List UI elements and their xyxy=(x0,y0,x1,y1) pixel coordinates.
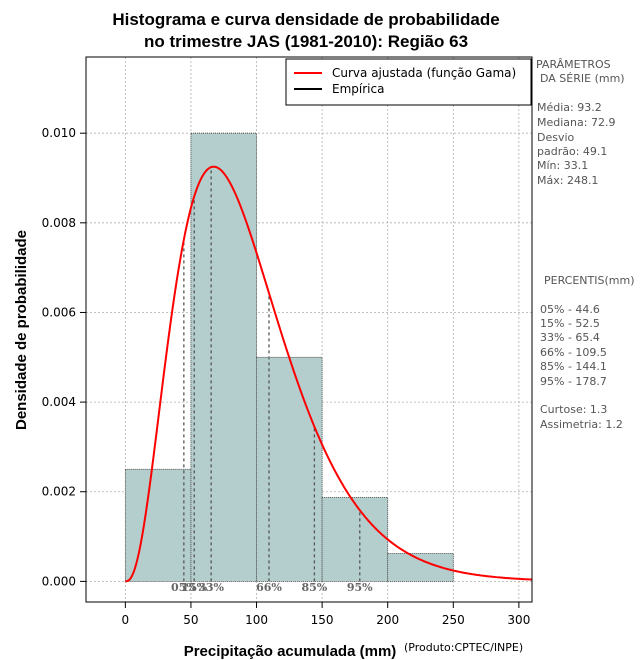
params-header-line-2: DA SÉRIE (mm) xyxy=(540,72,625,85)
x-axis-title: Precipitação acumulada (mm) xyxy=(184,643,397,660)
y-tick-label: 0.000 xyxy=(42,574,76,588)
x-tick-label: 150 xyxy=(311,613,334,627)
percentile-marker-label: 95% xyxy=(347,581,373,594)
param-mean: Média: 93.2 xyxy=(537,101,602,114)
kurtosis: Curtose: 1.3 xyxy=(540,403,607,416)
y-axis: 0.000 0.002 0.004 0.006 0.008 0.010 xyxy=(42,126,86,588)
param-stddev: padrão: 49.1 xyxy=(537,145,607,158)
percentile-marker-label: 66% xyxy=(256,581,282,594)
percentile-marker-label: 05% xyxy=(171,581,197,594)
x-tick-label: 100 xyxy=(245,613,268,627)
percentil-95: 95% - 178.7 xyxy=(540,375,607,388)
chart-title-line-1: Histograma e curva densidade de probabil… xyxy=(112,10,499,29)
chart-title-line-2: no trimestre JAS (1981-2010): Região 63 xyxy=(144,32,468,51)
side-panel: PARÂMETROS DA SÉRIE (mm) Média: 93.2 Med… xyxy=(536,58,635,431)
percentil-15: 15% - 52.5 xyxy=(540,317,600,330)
y-tick-label: 0.010 xyxy=(42,126,76,140)
percentil-85: 85% - 144.1 xyxy=(540,360,607,373)
histogram-bar xyxy=(256,356,323,582)
y-tick-label: 0.006 xyxy=(42,305,76,319)
histogram-bars xyxy=(124,132,454,582)
y-tick-label: 0.002 xyxy=(42,485,76,499)
histogram-bar xyxy=(321,496,389,582)
x-axis: 0 50 100 150 200 250 300 xyxy=(122,602,530,627)
skewness: Assimetria: 1.2 xyxy=(540,418,623,431)
fitted-curve xyxy=(125,165,533,583)
param-min: Mín: 33.1 xyxy=(537,159,588,172)
percentil-33: 33% - 65.4 xyxy=(540,331,600,344)
y-tick-label: 0.008 xyxy=(42,216,76,230)
x-tick-label: 300 xyxy=(507,613,530,627)
param-median: Mediana: 72.9 xyxy=(537,116,615,129)
percentil-66: 66% - 109.5 xyxy=(540,346,607,359)
x-tick-label: 0 xyxy=(122,613,130,627)
x-tick-label: 250 xyxy=(442,613,465,627)
params-header-line-1: PARÂMETROS xyxy=(536,58,611,71)
y-tick-label: 0.004 xyxy=(42,395,76,409)
percentis-header: PERCENTIS(mm) xyxy=(544,274,635,287)
percentile-marker-label: 33% xyxy=(198,581,224,594)
percentil-05: 05% - 44.6 xyxy=(540,303,600,316)
legend-label-fitted: Curva ajustada (função Gama) xyxy=(332,66,516,80)
percentile-marker-label: 85% xyxy=(301,581,327,594)
param-stddev-label: Desvio xyxy=(537,131,575,144)
plot-border xyxy=(85,56,533,603)
y-axis-title: Densidade de probabilidade xyxy=(13,230,30,430)
legend: Curva ajustada (função Gama) Empírica xyxy=(285,58,532,106)
percentile-marker-label: 15% xyxy=(181,581,207,594)
x-tick-label: 50 xyxy=(183,613,198,627)
percentile-markers: 05%15%33% 66% 85% 95% xyxy=(171,167,373,594)
param-max: Máx: 248.1 xyxy=(537,174,598,187)
histogram-bar xyxy=(190,132,257,582)
legend-box xyxy=(285,58,532,106)
x-tick-label: 200 xyxy=(376,613,399,627)
gamma-curve xyxy=(125,165,533,583)
legend-label-empirical: Empírica xyxy=(332,82,384,96)
product-credit: (Produto:CPTEC/INPE) xyxy=(404,641,523,654)
